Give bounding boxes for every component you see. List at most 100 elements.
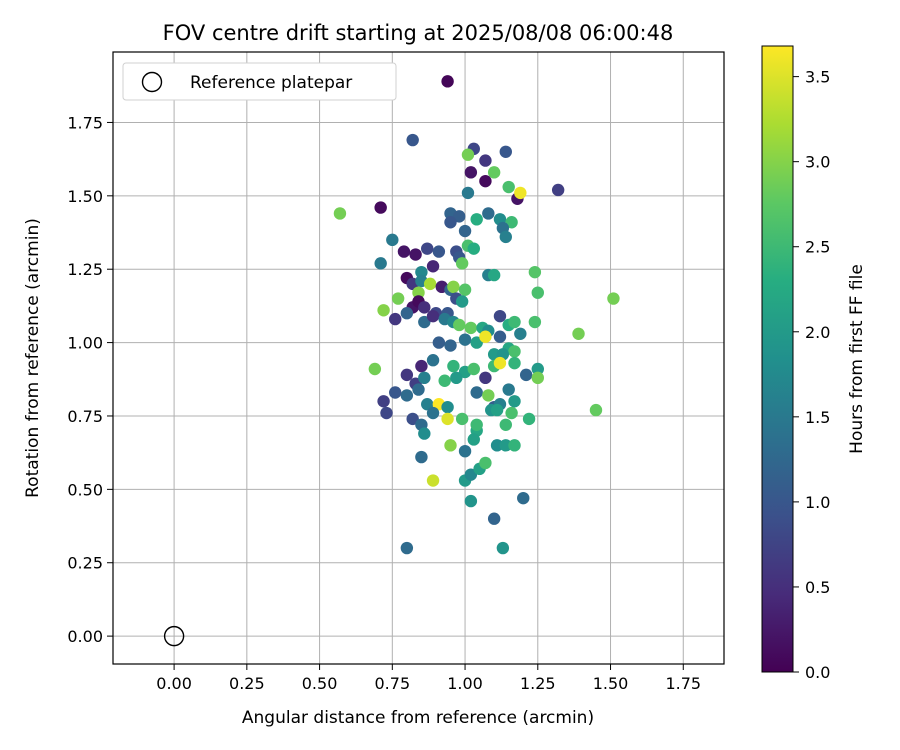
data-point — [464, 166, 478, 179]
data-point — [415, 265, 428, 279]
data-point — [450, 371, 463, 385]
data-point — [380, 406, 393, 420]
data-point — [438, 374, 451, 387]
data-point — [479, 174, 492, 188]
data-point — [508, 345, 521, 358]
data-point — [444, 216, 457, 229]
data-point — [519, 368, 533, 382]
data-point — [400, 389, 414, 402]
data-point — [441, 412, 454, 426]
y-tick-label: 1.00 — [67, 334, 103, 353]
data-point — [432, 245, 446, 258]
data-point — [415, 450, 428, 464]
colorbar-tick-label: 2.0 — [805, 323, 830, 342]
data-point — [455, 257, 469, 270]
y-tick-label: 0.00 — [67, 627, 103, 646]
grid-lines — [113, 52, 724, 664]
data-point — [607, 292, 620, 305]
data-point — [409, 248, 422, 261]
x-tick-label: 1.00 — [447, 674, 483, 693]
colorbar-tick-label: 0.5 — [805, 578, 830, 597]
x-axis-ticks: 0.00 0.25 0.50 0.75 1.00 1.25 1.50 1.75 — [156, 664, 701, 693]
x-axis-label: Angular distance from reference (arcmin) — [242, 708, 594, 728]
data-point — [482, 207, 495, 220]
data-point — [447, 359, 460, 373]
data-point — [499, 439, 512, 452]
data-point — [455, 295, 469, 308]
data-point — [397, 245, 411, 258]
data-point — [418, 427, 431, 440]
data-point — [453, 318, 466, 332]
legend: Reference platepar — [122, 62, 397, 101]
data-point — [423, 277, 437, 291]
data-point — [508, 395, 521, 408]
data-point — [470, 418, 483, 431]
data-point — [490, 439, 504, 452]
data-point — [415, 359, 428, 373]
chart-title: FOV centre drift starting at 2025/08/08 … — [163, 21, 674, 45]
data-point — [377, 304, 390, 317]
legend-label: Reference platepar — [190, 73, 352, 93]
y-tick-label: 0.75 — [67, 407, 103, 426]
y-axis-ticks: 0.00 0.25 0.50 0.75 1.00 1.25 1.50 1.75 — [67, 113, 113, 646]
data-point — [400, 368, 414, 382]
data-point — [499, 230, 512, 244]
reference-point — [163, 625, 185, 647]
data-point — [467, 362, 480, 376]
x-tick-label: 0.75 — [375, 674, 411, 693]
data-point — [479, 456, 492, 470]
data-point — [508, 315, 521, 329]
data-point — [400, 541, 414, 555]
data-point — [444, 439, 457, 452]
data-point — [464, 494, 478, 508]
data-point — [377, 395, 390, 408]
data-point — [458, 224, 472, 238]
y-axis-label: Rotation from reference (arcmin) — [23, 218, 43, 498]
data-point — [514, 186, 527, 200]
data-point — [389, 312, 402, 326]
x-tick-label: 0.50 — [302, 674, 338, 693]
data-point — [464, 321, 478, 335]
data-point — [479, 154, 492, 167]
data-point — [426, 474, 440, 487]
data-point — [531, 362, 544, 376]
colorbar-tick-label: 1.0 — [805, 493, 830, 512]
data-point — [514, 327, 527, 340]
colorbar-ticks: 0.0 0.5 1.0 1.5 2.0 2.5 3.0 3.5 — [793, 68, 830, 682]
data-point — [421, 242, 434, 255]
plot-frame — [112, 51, 725, 665]
data-point — [479, 330, 492, 343]
data-point — [479, 371, 492, 385]
data-point — [447, 280, 460, 294]
data-point — [531, 371, 544, 385]
colorbar-tick-label: 1.5 — [805, 408, 830, 427]
data-point — [505, 406, 518, 420]
data-point — [517, 491, 530, 505]
x-tick-label: 1.75 — [665, 674, 701, 693]
data-point — [551, 183, 565, 197]
data-point — [493, 330, 507, 343]
data-point — [470, 336, 483, 349]
data-point — [470, 213, 483, 226]
y-tick-label: 0.50 — [67, 480, 103, 499]
data-point — [461, 148, 475, 161]
data-point — [418, 301, 431, 314]
y-tick-label: 1.50 — [67, 187, 103, 206]
legend-box — [122, 62, 397, 101]
data-point — [499, 418, 512, 431]
x-tick-label: 1.25 — [520, 674, 556, 693]
data-point — [508, 356, 521, 370]
data-point — [499, 145, 512, 158]
legend-marker — [141, 71, 163, 93]
data-point — [333, 207, 347, 220]
data-point — [502, 180, 515, 194]
data-point — [490, 403, 504, 417]
x-tick-label: 0.25 — [229, 674, 265, 693]
data-point — [482, 389, 495, 402]
data-point — [412, 286, 425, 299]
data-point — [441, 400, 454, 414]
data-points — [333, 75, 620, 555]
data-point — [426, 260, 440, 273]
data-point — [391, 292, 405, 305]
